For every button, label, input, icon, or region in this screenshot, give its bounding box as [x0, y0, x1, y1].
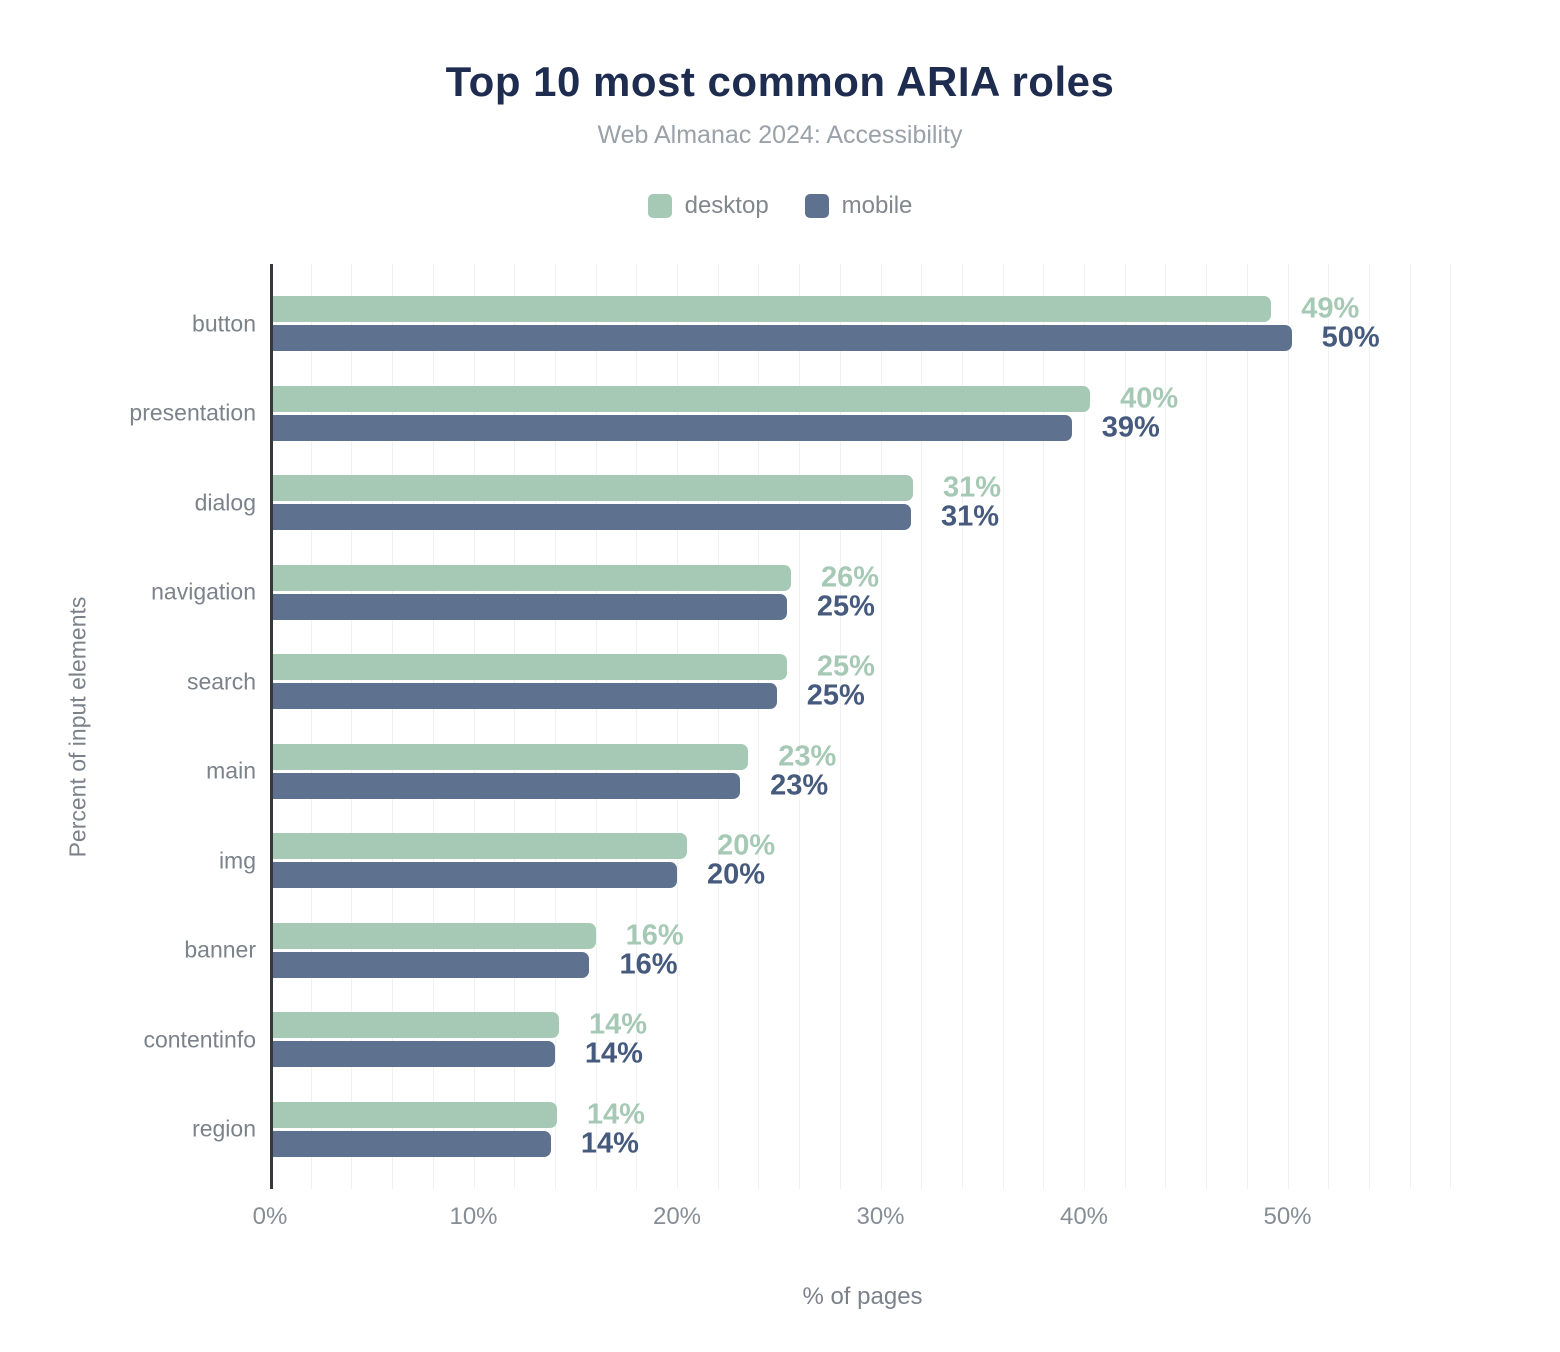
gridline [799, 264, 801, 1189]
category-label-img: img [218, 847, 256, 873]
plot-area: Percent of input elements % of pages 0% 1… [65, 264, 1455, 1309]
value-label-desktop-dialog: 31% [943, 471, 1002, 504]
gridline [1246, 264, 1248, 1189]
value-label-mobile-button: 50% [1321, 321, 1380, 354]
gridline [310, 264, 312, 1189]
x-tick-10%: 10% [449, 1203, 498, 1230]
value-label-mobile-banner: 16% [619, 948, 678, 980]
gridline [1368, 264, 1370, 1189]
legend-swatch-desktop [647, 194, 672, 218]
gridline [554, 264, 556, 1189]
legend-item-desktop[interactable]: desktop [647, 192, 769, 220]
x-tick-0%: 0% [252, 1203, 288, 1230]
bar-desktop-button [273, 296, 1272, 322]
value-label-mobile-dialog: 31% [941, 500, 1000, 533]
value-label-desktop-presentation: 40% [1120, 382, 1179, 414]
gridline [1206, 264, 1208, 1189]
chart-title: Top 10 most common ARIA roles [445, 58, 1115, 105]
bar-desktop-presentation [273, 385, 1091, 412]
value-label-mobile-main: 23% [770, 769, 829, 801]
gridline [921, 264, 923, 1189]
bar-desktop-banner [273, 922, 596, 949]
bar-mobile-region [273, 1130, 551, 1157]
category-label-navigation: navigation [151, 578, 256, 605]
chart-subtitle: Web Almanac 2024: Accessibility [597, 121, 963, 149]
legend-label-desktop: desktop [684, 192, 769, 219]
y-axis-line [270, 264, 273, 1189]
x-tick-40%: 40% [1059, 1203, 1109, 1230]
x-tick-30%: 30% [856, 1203, 905, 1230]
value-label-desktop-search: 25% [816, 650, 875, 683]
gridline [961, 264, 963, 1189]
legend-swatch-mobile [804, 194, 829, 218]
value-label-mobile-img: 20% [707, 858, 766, 891]
bar-mobile-button [273, 325, 1292, 351]
value-label-desktop-img: 20% [717, 829, 776, 862]
bar-desktop-region [273, 1101, 557, 1128]
value-label-desktop-banner: 16% [625, 919, 684, 951]
bar-mobile-search [273, 683, 777, 709]
gridline [473, 264, 475, 1189]
value-label-mobile-presentation: 39% [1101, 411, 1160, 443]
gridline [1002, 264, 1004, 1189]
gridline [1084, 264, 1085, 1189]
value-label-desktop-contentinfo: 14% [588, 1008, 648, 1041]
gridline [1287, 264, 1289, 1189]
category-label-region: region [192, 1115, 256, 1142]
gridline [1409, 264, 1411, 1189]
gridline [839, 264, 841, 1189]
value-label-desktop-region: 14% [586, 1098, 645, 1130]
bar-desktop-search [273, 654, 787, 680]
legend-label-mobile: mobile [841, 192, 913, 219]
gridline [351, 264, 353, 1189]
y-axis-title: Percent of input elements [64, 596, 91, 857]
bar-mobile-navigation [273, 593, 787, 620]
bar-desktop-dialog [273, 475, 914, 501]
category-label-dialog: dialog [194, 489, 256, 515]
value-label-desktop-button: 49% [1301, 292, 1360, 325]
bar-desktop-main [273, 743, 749, 770]
value-label-desktop-main: 23% [778, 740, 837, 772]
bar-desktop-contentinfo [273, 1012, 559, 1038]
legend: desktop mobile [0, 192, 1560, 220]
gridline [1328, 264, 1330, 1189]
gridline [1043, 264, 1045, 1189]
gridline [717, 264, 719, 1189]
gridline [1124, 264, 1126, 1189]
gridline [392, 264, 394, 1189]
bar-mobile-img [273, 862, 677, 888]
bar-mobile-dialog [273, 504, 912, 530]
value-label-mobile-contentinfo: 14% [584, 1037, 643, 1070]
x-tick-50%: 50% [1263, 1203, 1312, 1230]
gridline [595, 264, 597, 1189]
gridline [1450, 264, 1452, 1189]
legend-item-mobile[interactable]: mobile [804, 192, 913, 220]
value-label-mobile-region: 14% [580, 1127, 639, 1159]
category-label-contentinfo: contentinfo [143, 1026, 256, 1052]
gridline [758, 264, 760, 1189]
category-label-main: main [206, 757, 256, 784]
gridline [1165, 264, 1167, 1189]
gridline [432, 264, 434, 1189]
value-label-desktop-navigation: 26% [820, 561, 879, 593]
category-label-button: button [192, 310, 256, 336]
category-label-search: search [186, 668, 256, 694]
gridline [514, 264, 516, 1189]
gridline [880, 264, 882, 1189]
bar-desktop-navigation [273, 564, 791, 591]
category-label-presentation: presentation [129, 399, 256, 426]
gridline [677, 264, 678, 1189]
bar-desktop-img [273, 833, 688, 859]
x-tick-20%: 20% [652, 1203, 702, 1230]
bar-mobile-main [273, 772, 741, 799]
value-label-mobile-search: 25% [806, 679, 865, 712]
bar-mobile-contentinfo [273, 1041, 555, 1067]
category-label-banner: banner [184, 936, 256, 963]
gridline [636, 264, 638, 1189]
x-axis-title: % of pages [802, 1283, 923, 1310]
bar-mobile-presentation [273, 414, 1072, 441]
bar-mobile-banner [273, 951, 590, 978]
value-label-mobile-navigation: 25% [816, 590, 875, 622]
